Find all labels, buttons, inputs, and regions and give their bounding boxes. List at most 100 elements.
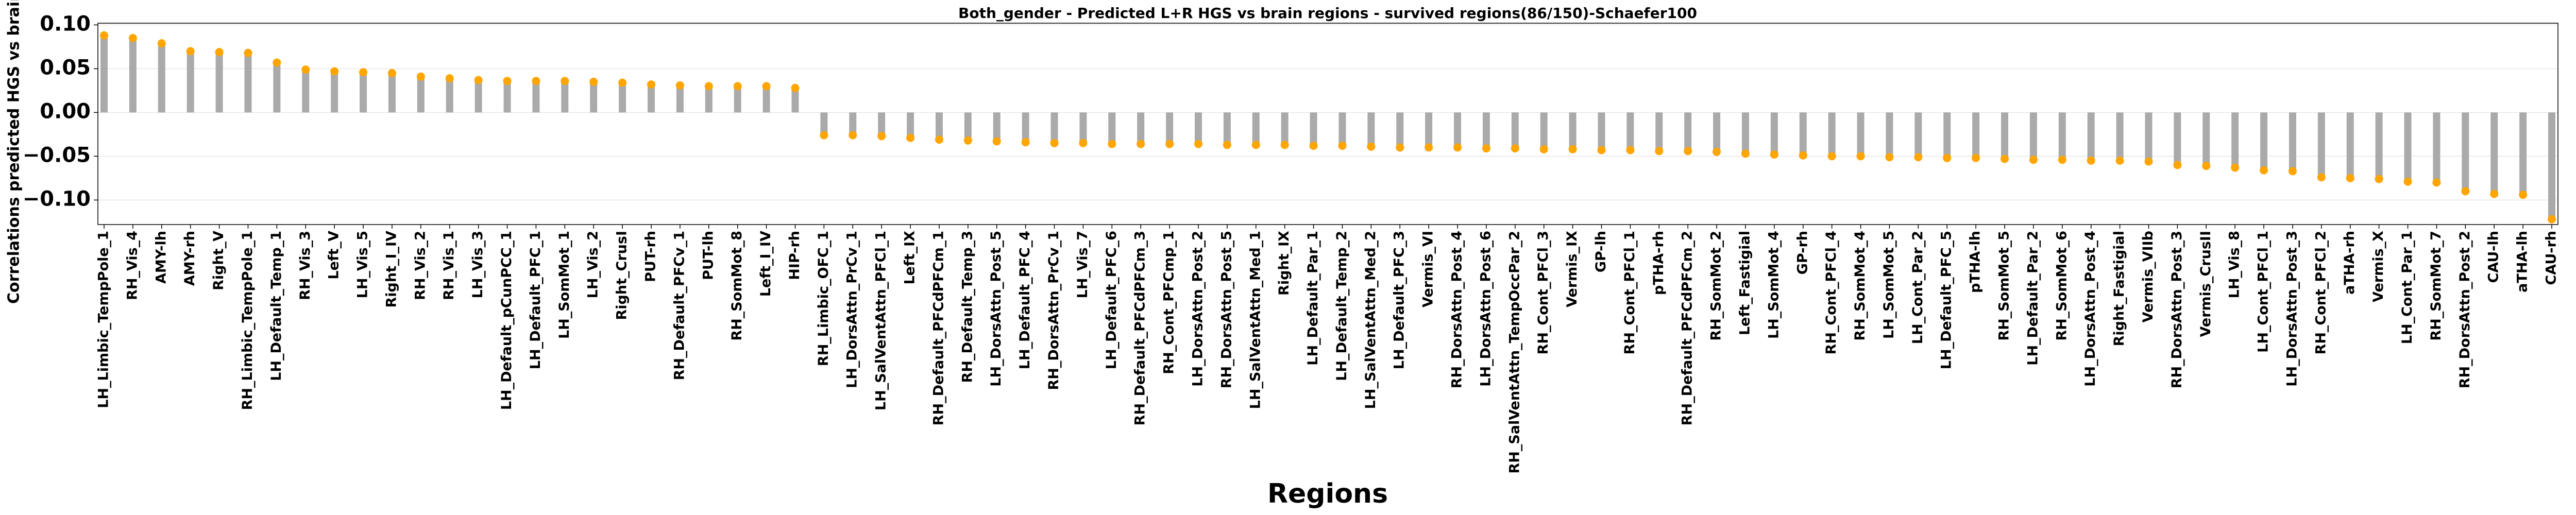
- marker: [1021, 138, 1030, 147]
- x-tick-label: LH_Default_Par_1: [1305, 231, 1321, 366]
- x-tick-label: Vermis_VIIb: [2140, 231, 2156, 322]
- marker: [589, 77, 598, 86]
- x-tick-label: Right_I_IV: [383, 231, 399, 308]
- x-tick-label: LH_Default_PFC_1: [528, 231, 544, 369]
- x-tick-label: LH_SomMot_1: [556, 231, 572, 339]
- marker: [330, 67, 339, 76]
- x-tick-label: LH_Default_PFC_3: [1392, 231, 1408, 369]
- marker: [2519, 191, 2528, 199]
- marker: [1137, 140, 1145, 148]
- marker: [1856, 152, 1865, 161]
- x-tick-label: GP-lh: [1593, 231, 1609, 272]
- x-tick-label: LH_DorsAttn_Post_2: [1190, 231, 1206, 387]
- marker: [474, 76, 483, 84]
- marker: [503, 77, 512, 85]
- x-tick-label: LH_DorsAttn_PrCv_1: [844, 231, 860, 388]
- x-tick-label: LH_Cont_PFCl_1: [2256, 231, 2272, 353]
- marker: [1482, 144, 1490, 153]
- x-tick-label: RH_Default_PFCdPFCm_3: [1132, 231, 1148, 425]
- x-tick-label: Right_V: [211, 231, 227, 290]
- x-tick-label: LH_Default_PFC_5: [1939, 231, 1955, 369]
- marker: [445, 74, 454, 83]
- marker: [1050, 139, 1059, 147]
- x-tick-label: RH_SomMot_7: [2428, 231, 2444, 341]
- x-tick-label: LH_Default_Temp_1: [268, 231, 284, 381]
- marker: [2087, 156, 2095, 165]
- x-tick-label: aTHA-rh: [2342, 231, 2358, 295]
- y-tick-label: −0.05: [23, 143, 91, 167]
- x-tick-label: Vermis_IX: [1564, 231, 1580, 307]
- y-tick-label: 0.00: [40, 99, 91, 123]
- x-tick-label: Left_Fastigial: [1737, 231, 1753, 335]
- x-tick-label: GP-rh: [1794, 231, 1810, 274]
- x-tick-label: LH_DorsAttn_Post_4: [2082, 231, 2098, 387]
- x-tick-label: Left_I_IV: [758, 231, 774, 297]
- x-tick-label: RH_Vis_1: [441, 231, 457, 300]
- x-tick-label: RH_SomMot_5: [1996, 231, 2012, 341]
- x-tick-label: RH_Limbic_OFC_1: [816, 231, 832, 366]
- x-tick-label: RH_Cont_PFCl_2: [2313, 231, 2329, 354]
- x-tick-label: HIP-rh: [787, 231, 803, 280]
- x-tick-label: RH_DorsAttn_Post_5: [1218, 231, 1234, 388]
- marker: [647, 80, 655, 89]
- x-tick-label: Left_IX: [902, 231, 918, 285]
- x-tick-label: Vermis_VI: [1420, 231, 1436, 307]
- marker: [1684, 147, 1692, 156]
- marker: [2260, 166, 2268, 175]
- marker: [1799, 151, 1807, 160]
- x-tick-label: LH_Vis_5: [355, 231, 371, 298]
- marker: [1597, 146, 1606, 154]
- x-tick-label: RH_DorsAttn_Post_3: [2169, 231, 2185, 388]
- marker: [877, 132, 886, 141]
- marker: [1741, 149, 1750, 158]
- y-axis-label: Correlations predicted HGS vs brain regi…: [5, 0, 23, 304]
- marker: [186, 47, 195, 56]
- x-tick-label: CAU-lh: [2486, 231, 2502, 283]
- marker: [849, 131, 857, 140]
- marker: [1079, 139, 1088, 147]
- marker: [2173, 161, 2182, 169]
- marker: [1367, 142, 1376, 151]
- marker: [1251, 141, 1260, 149]
- x-tick-label: RH_SomMot_4: [1852, 231, 1868, 341]
- marker: [561, 77, 569, 85]
- marker: [2490, 190, 2499, 198]
- marker: [1396, 143, 1404, 152]
- marker: [1770, 150, 1778, 159]
- marker: [1885, 153, 1894, 162]
- x-tick-label: LH_DorsAttn_Post_6: [1478, 231, 1494, 387]
- x-tick-label: Left_V: [326, 231, 342, 280]
- x-tick-label: LH_SomMot_4: [1766, 231, 1782, 339]
- x-tick-label: RH_DorsAttn_PrCv_1: [1046, 231, 1062, 390]
- marker: [906, 133, 915, 142]
- marker: [1568, 145, 1577, 153]
- marker: [1194, 140, 1202, 148]
- x-tick-label: LH_DorsAttn_Post_3: [2284, 231, 2300, 387]
- marker: [791, 83, 800, 92]
- x-tick-label: RH_DorsAttn_Post_4: [1449, 231, 1465, 388]
- x-tick-label: LH_SalVentAttn_Med_2: [1363, 231, 1379, 409]
- marker: [704, 82, 713, 91]
- marker: [1943, 153, 1952, 162]
- marker: [2375, 175, 2383, 183]
- x-tick-label: LH_Cont_Par_2: [1910, 231, 1926, 344]
- x-tick-label: RH_Cont_PFCmp_1: [1161, 231, 1177, 374]
- marker: [1626, 146, 1635, 154]
- x-tick-label: LH_Cont_Par_1: [2399, 231, 2415, 344]
- marker: [2115, 156, 2124, 165]
- x-tick-label: LH_Vis_8: [2227, 231, 2243, 298]
- marker: [1165, 140, 1174, 148]
- marker: [416, 72, 425, 81]
- x-tick-label: LH_Default_pCunPCC_1: [499, 231, 515, 410]
- x-tick-label: RH_SomMot_8: [729, 231, 745, 341]
- marker: [1338, 142, 1347, 150]
- x-tick-label: RH_Limbic_TempPole_1: [240, 231, 256, 410]
- marker: [1309, 142, 1318, 150]
- x-tick-label: Right_IX: [1276, 231, 1292, 296]
- marker: [2058, 156, 2066, 164]
- x-tick-label: LH_Limbic_TempPole_1: [96, 231, 112, 408]
- x-tick-label: RH_Default_PFCdPFCm_1: [930, 231, 946, 425]
- x-tick-label: pTHA-rh: [1651, 231, 1667, 295]
- marker: [2001, 154, 2009, 163]
